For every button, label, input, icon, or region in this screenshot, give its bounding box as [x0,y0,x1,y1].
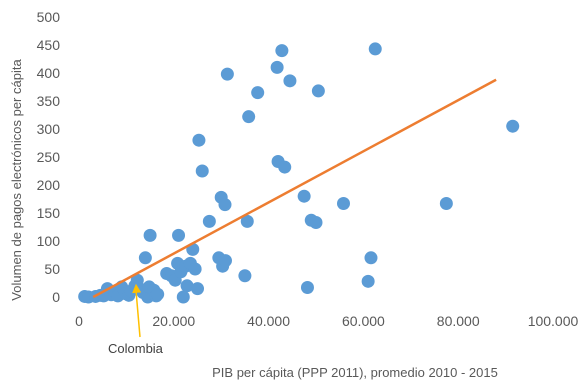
data-point [240,214,254,228]
data-point [300,280,314,294]
data-point [278,160,292,174]
y-tick-label: 150 [37,205,61,221]
data-point [283,74,297,88]
data-point [506,119,520,133]
data-point [297,189,311,203]
data-point [311,84,325,98]
data-point [188,262,202,276]
x-axis-tick-labels: 0 20.000 40.000 60.000 80.000 100.000 [75,313,578,329]
data-point [275,44,289,58]
y-tick-label: 200 [37,177,61,193]
data-point [195,164,209,178]
data-point [439,196,453,210]
data-point [309,216,323,230]
data-point [176,290,190,304]
colombia-arrowhead [132,283,142,294]
colombia-label: Colombia [108,341,164,356]
y-tick-label: 50 [44,261,60,277]
x-tick-label: 20.000 [152,313,195,329]
data-points [78,42,520,304]
data-point [336,196,350,210]
y-axis-title: Volumen de pagos electrónicos per cápita [9,59,24,301]
x-tick-label: 80.000 [437,313,480,329]
data-point [138,251,152,265]
trendline [92,78,497,299]
data-point [192,133,206,147]
data-point [143,228,157,242]
data-point [364,251,378,265]
x-axis-title: PIB per cápita (PPP 2011), promedio 2010… [212,365,498,380]
y-tick-label: 100 [37,233,61,249]
data-point [202,214,216,228]
colombia-arrow [135,289,141,338]
x-tick-label: 0 [75,313,83,329]
y-tick-label: 250 [37,149,61,165]
data-point [270,60,284,74]
data-point [218,198,232,212]
data-point [242,110,256,124]
y-tick-label: 400 [37,65,61,81]
data-point [361,274,375,288]
y-axis-tick-labels: 0 50 100 150 200 250 300 350 400 450 500 [37,9,61,305]
data-point [151,287,165,301]
y-tick-label: 350 [37,93,61,109]
data-point [368,42,382,56]
y-tick-label: 500 [37,9,61,25]
data-point [180,279,194,293]
data-point [191,282,204,296]
data-point [220,67,234,81]
y-tick-label: 300 [37,121,61,137]
data-point [218,254,232,268]
x-tick-label: 100.000 [528,313,579,329]
y-tick-label: 0 [52,289,60,305]
y-tick-label: 450 [37,37,61,53]
data-point [238,269,252,283]
data-point [251,86,265,100]
x-tick-label: 60.000 [342,313,385,329]
x-tick-label: 40.000 [247,313,290,329]
data-point [172,228,186,242]
